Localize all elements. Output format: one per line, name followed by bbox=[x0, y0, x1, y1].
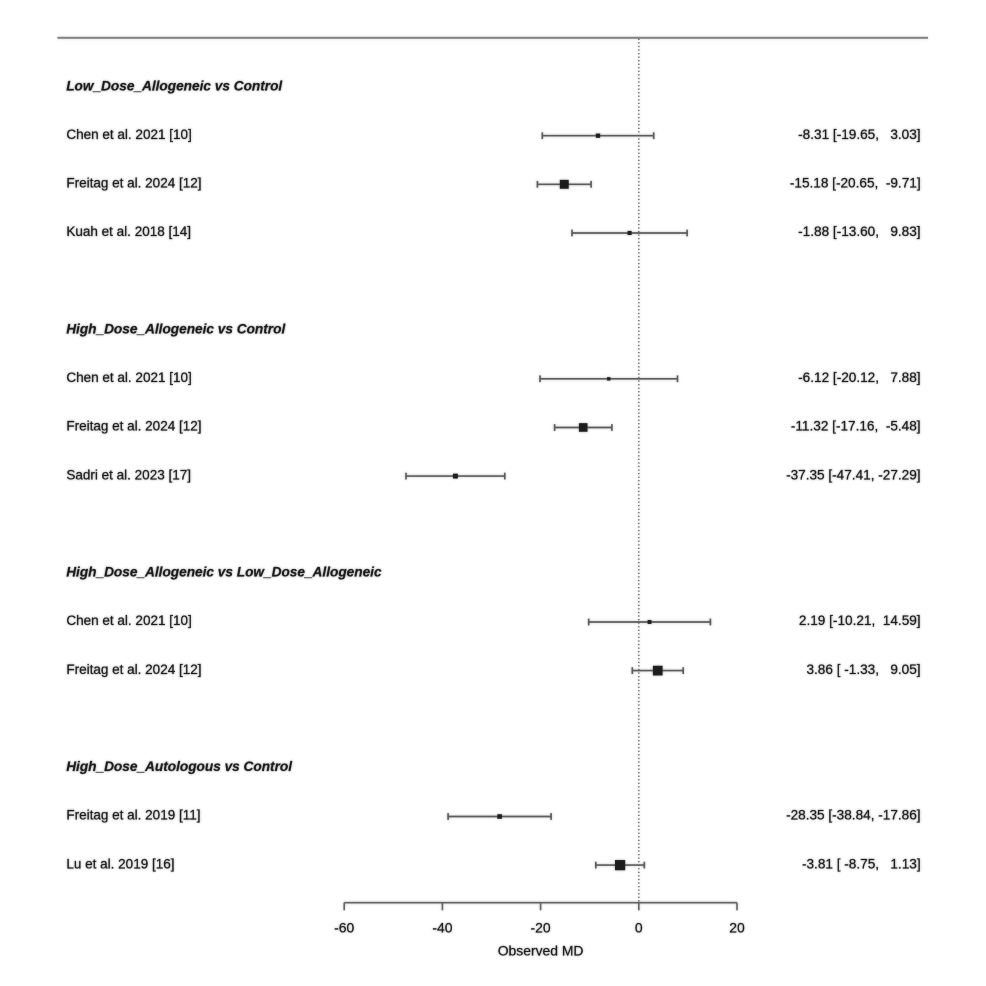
svg-text:2.19 [-10.21, 14.59]: 2.19 [-10.21, 14.59] bbox=[799, 613, 921, 628]
svg-text:-20: -20 bbox=[531, 919, 551, 935]
svg-text:20: 20 bbox=[729, 919, 745, 935]
svg-text:3.86 [ -1.33, 9.05]: 3.86 [ -1.33, 9.05] bbox=[806, 662, 920, 677]
svg-text:High_Dose_Autologous vs Contro: High_Dose_Autologous vs Control bbox=[66, 759, 293, 774]
svg-text:-60: -60 bbox=[334, 919, 354, 935]
svg-text:Chen et al. 2021 [10]: Chen et al. 2021 [10] bbox=[66, 370, 191, 385]
svg-text:-28.35 [-38.84, -17.86]: -28.35 [-38.84, -17.86] bbox=[786, 808, 921, 823]
svg-text:-11.32 [-17.16, -5.48]: -11.32 [-17.16, -5.48] bbox=[791, 419, 921, 434]
svg-text:Freitag et al. 2024 [12]: Freitag et al. 2024 [12] bbox=[66, 176, 201, 191]
svg-text:-15.18 [-20.65, -9.71]: -15.18 [-20.65, -9.71] bbox=[790, 176, 921, 191]
svg-text:High_Dose_Allogeneic vs Low_Do: High_Dose_Allogeneic vs Low_Dose_Allogen… bbox=[66, 565, 382, 580]
svg-text:Low_Dose_Allogeneic vs Control: Low_Dose_Allogeneic vs Control bbox=[66, 78, 283, 93]
svg-text:Observed MD: Observed MD bbox=[498, 942, 584, 958]
svg-text:Freitag et al. 2019 [11]: Freitag et al. 2019 [11] bbox=[66, 808, 200, 823]
svg-text:-8.31 [-19.65, 3.03]: -8.31 [-19.65, 3.03] bbox=[798, 127, 920, 142]
svg-text:-40: -40 bbox=[432, 919, 452, 935]
svg-text:Chen et al. 2021 [10]: Chen et al. 2021 [10] bbox=[66, 127, 191, 142]
svg-text:Freitag et al. 2024 [12]: Freitag et al. 2024 [12] bbox=[66, 662, 201, 677]
svg-text:0: 0 bbox=[635, 919, 643, 935]
svg-text:-6.12 [-20.12, 7.88]: -6.12 [-20.12, 7.88] bbox=[798, 370, 920, 385]
svg-text:-3.81 [ -8.75, 1.13]: -3.81 [ -8.75, 1.13] bbox=[802, 856, 921, 871]
svg-text:Kuah et al. 2018 [14]: Kuah et al. 2018 [14] bbox=[66, 224, 191, 239]
svg-text:Freitag et al. 2024 [12]: Freitag et al. 2024 [12] bbox=[66, 419, 201, 434]
svg-text:Chen et al. 2021 [10]: Chen et al. 2021 [10] bbox=[66, 613, 191, 628]
svg-text:-37.35 [-47.41, -27.29]: -37.35 [-47.41, -27.29] bbox=[786, 467, 921, 482]
svg-text:Sadri et al. 2023 [17]: Sadri et al. 2023 [17] bbox=[66, 467, 191, 482]
svg-text:Lu et al. 2019 [16]: Lu et al. 2019 [16] bbox=[66, 856, 174, 871]
svg-text:High_Dose_Allogeneic vs Contro: High_Dose_Allogeneic vs Control bbox=[66, 321, 286, 336]
svg-text:-1.88 [-13.60, 9.83]: -1.88 [-13.60, 9.83] bbox=[798, 224, 920, 239]
